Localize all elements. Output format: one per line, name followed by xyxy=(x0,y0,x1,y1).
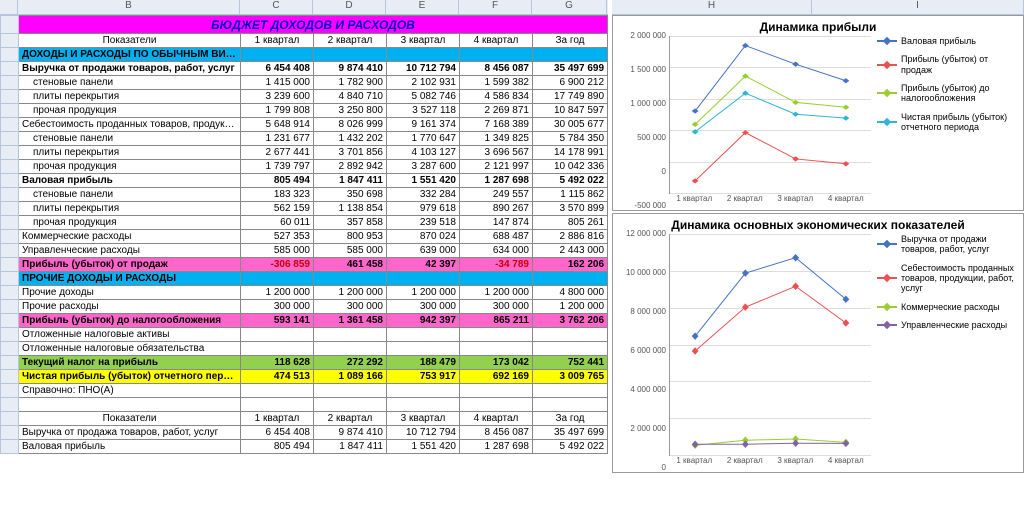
table-row[interactable]: прочая продукция1 739 7972 892 9423 287 … xyxy=(1,160,608,174)
col-H[interactable]: H xyxy=(612,0,812,14)
table-row[interactable]: Коммерческие расходы527 353800 953870 02… xyxy=(1,230,608,244)
col-C[interactable]: C xyxy=(240,0,313,14)
table-row[interactable]: Прочие доходы1 200 0001 200 0001 200 000… xyxy=(1,286,608,300)
table-row[interactable]: Валовая прибыль805 4941 847 4111 551 420… xyxy=(1,440,608,454)
budget-table[interactable]: БЮДЖЕТ ДОХОДОВ И РАСХОДОВПоказатели1 ква… xyxy=(0,15,608,454)
legend-item[interactable]: Прибыль (убыток) до налогообложения xyxy=(877,83,1019,104)
table-row[interactable]: прочая продукция60 011357 858239 518147 … xyxy=(1,216,608,230)
legend-item[interactable]: Выручка от продажи товаров, работ, услуг xyxy=(877,234,1019,255)
chart-legend: Валовая прибыль Прибыль (убыток) от прода… xyxy=(871,36,1019,206)
table-row[interactable]: Прибыль (убыток) до налогообложения593 1… xyxy=(1,314,608,328)
col-B[interactable]: B xyxy=(18,0,240,14)
col-E[interactable]: E xyxy=(386,0,459,14)
table-row[interactable]: Валовая прибыль805 4941 847 4111 551 420… xyxy=(1,174,608,188)
table-row[interactable]: прочая продукция1 799 8083 250 8003 527 … xyxy=(1,104,608,118)
table-row[interactable]: плиты перекрытия3 239 6004 840 7105 082 … xyxy=(1,90,608,104)
chart-legend: Выручка от продажи товаров, работ, услуг… xyxy=(871,234,1019,468)
economic-indicators-chart[interactable]: Динамика основных экономических показате… xyxy=(612,213,1024,473)
col-I[interactable]: I xyxy=(812,0,1024,14)
table-row[interactable]: стеновые панели1 415 0001 782 9002 102 9… xyxy=(1,76,608,90)
table-row[interactable]: ДОХОДЫ И РАСХОДЫ ПО ОБЫЧНЫМ ВИДАМ ДЕЯТЕЛ… xyxy=(1,48,608,62)
table-row[interactable]: Выручка от продажа товаров, работ, услуг… xyxy=(1,426,608,440)
table-row[interactable]: стеновые панели1 231 6771 432 2021 770 6… xyxy=(1,132,608,146)
table-row[interactable]: Прибыль (убыток) от продаж-306 859461 45… xyxy=(1,258,608,272)
spreadsheet-table-pane: B C D E F G БЮДЖЕТ ДОХОДОВ И РАСХОДОВПок… xyxy=(0,0,608,515)
col-D[interactable]: D xyxy=(313,0,386,14)
header-row-2: Показатели1 квартал2 квартал3 квартал4 к… xyxy=(1,412,608,426)
table-row[interactable]: Прочие расходы300 000300 000300 000300 0… xyxy=(1,300,608,314)
legend-item[interactable]: Коммерческие расходы xyxy=(877,302,1019,312)
legend-item[interactable]: Себестоимость проданных товаров, продукц… xyxy=(877,263,1019,294)
header-row: Показатели1 квартал2 квартал3 квартал4 к… xyxy=(1,34,608,48)
title-row: БЮДЖЕТ ДОХОДОВ И РАСХОДОВ xyxy=(1,16,608,34)
chart-title: Динамика прибыли xyxy=(617,20,1019,34)
table-row[interactable]: Себестоимость проданных товаров, продукц… xyxy=(1,118,608,132)
table-row[interactable]: Текущий налог на прибыль118 628272 29218… xyxy=(1,356,608,370)
col-F[interactable]: F xyxy=(459,0,532,14)
profit-dynamics-chart[interactable]: Динамика прибыли2 000 0001 500 0001 000 … xyxy=(612,15,1024,211)
column-letters: B C D E F G xyxy=(0,0,608,15)
table-row[interactable]: плиты перекрытия2 677 4413 701 8564 103 … xyxy=(1,146,608,160)
table-row[interactable]: Управленческие расходы585 000585 000639 … xyxy=(1,244,608,258)
legend-item[interactable]: Управленческие расходы xyxy=(877,320,1019,330)
table-row[interactable]: плиты перекрытия562 1591 138 854979 6188… xyxy=(1,202,608,216)
chart-title: Динамика основных экономических показате… xyxy=(617,218,1019,232)
charts-pane: H I Динамика прибыли2 000 0001 500 0001 … xyxy=(608,0,1024,515)
table-row[interactable]: стеновые панели183 323350 698332 284249 … xyxy=(1,188,608,202)
legend-item[interactable]: Чистая прибыль (убыток) отчетного период… xyxy=(877,112,1019,133)
column-letters-right: H I xyxy=(612,0,1024,15)
legend-item[interactable]: Валовая прибыль xyxy=(877,36,1019,46)
table-row[interactable]: Отложенные налоговые активы xyxy=(1,328,608,342)
legend-item[interactable]: Прибыль (убыток) от продаж xyxy=(877,54,1019,75)
table-row[interactable]: Отложенные налоговые обязательства xyxy=(1,342,608,356)
table-row[interactable]: Справочно: ПНО(А) xyxy=(1,384,608,398)
table-row[interactable]: Чистая прибыль (убыток) отчетного период… xyxy=(1,370,608,384)
table-row[interactable]: ПРОЧИЕ ДОХОДЫ И РАСХОДЫ xyxy=(1,272,608,286)
col-G[interactable]: G xyxy=(532,0,607,14)
table-row[interactable]: Выручка от продажи товаров, работ, услуг… xyxy=(1,62,608,76)
